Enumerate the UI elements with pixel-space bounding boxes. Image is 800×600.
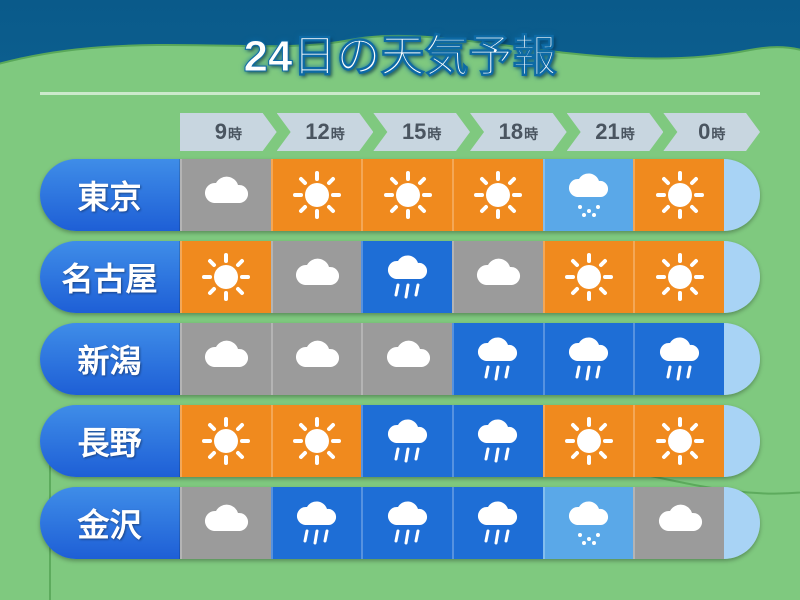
weather-cell (271, 323, 362, 395)
cloud-shower-icon (563, 497, 615, 549)
time-label: 21時 (595, 119, 634, 145)
cloud-icon (291, 333, 343, 385)
forecast-row: 長野 (40, 405, 760, 477)
weather-cell (180, 241, 271, 313)
weather-cell (361, 241, 452, 313)
sun-icon (472, 169, 524, 221)
sun-icon (654, 169, 706, 221)
weather-cell (361, 487, 452, 559)
city-label: 名古屋 (40, 241, 180, 313)
weather-cell (180, 159, 271, 231)
cloud-icon (200, 497, 252, 549)
weather-cell (361, 323, 452, 395)
weather-cell (271, 487, 362, 559)
cloud-rain-icon (291, 497, 343, 549)
page-title: 24日の天気予報 (40, 20, 760, 95)
weather-cell (271, 405, 362, 477)
row-end-cap (724, 323, 760, 395)
row-end-cap (724, 405, 760, 477)
forecast-panel: 24日の天気予報 9時 12時 15時 18時 21時 0時 東京名古屋新潟長野… (0, 0, 800, 600)
cloud-icon (291, 251, 343, 303)
forecast-row: 東京 (40, 159, 760, 231)
city-label: 金沢 (40, 487, 180, 559)
weather-cell (271, 159, 362, 231)
cloud-rain-icon (472, 497, 524, 549)
sun-icon (563, 415, 615, 467)
cloud-rain-icon (382, 251, 434, 303)
cloud-rain-icon (472, 415, 524, 467)
weather-cell (452, 159, 543, 231)
time-header-cell: 0時 (663, 113, 760, 151)
cloud-rain-icon (654, 333, 706, 385)
time-label: 9時 (215, 119, 242, 145)
weather-cell (452, 405, 543, 477)
sun-icon (200, 415, 252, 467)
sun-icon (654, 415, 706, 467)
weather-cell (452, 323, 543, 395)
weather-cell (633, 241, 724, 313)
cloud-rain-icon (563, 333, 615, 385)
cloud-shower-icon (563, 169, 615, 221)
weather-cell (543, 405, 634, 477)
weather-cell (543, 487, 634, 559)
row-end-cap (724, 159, 760, 231)
weather-cell (361, 405, 452, 477)
weather-cell (180, 405, 271, 477)
sun-icon (382, 169, 434, 221)
time-label: 15時 (402, 119, 441, 145)
weather-cell (633, 405, 724, 477)
time-header-cell: 18時 (470, 113, 567, 151)
weather-cell (180, 487, 271, 559)
weather-cell (633, 159, 724, 231)
time-header-cell: 12時 (277, 113, 374, 151)
weather-cell (452, 487, 543, 559)
time-label: 12時 (305, 119, 344, 145)
sun-icon (291, 415, 343, 467)
city-label: 長野 (40, 405, 180, 477)
weather-cell (633, 487, 724, 559)
cloud-icon (382, 333, 434, 385)
time-label: 0時 (698, 119, 725, 145)
row-end-cap (724, 487, 760, 559)
sun-icon (291, 169, 343, 221)
weather-cell (633, 323, 724, 395)
cloud-rain-icon (382, 415, 434, 467)
sun-icon (200, 251, 252, 303)
weather-cell (361, 159, 452, 231)
time-header-cell: 15時 (373, 113, 470, 151)
row-end-cap (724, 241, 760, 313)
time-label: 18時 (499, 119, 538, 145)
forecast-row: 新潟 (40, 323, 760, 395)
forecast-row: 金沢 (40, 487, 760, 559)
forecast-rows: 東京名古屋新潟長野金沢 (40, 159, 760, 570)
cloud-rain-icon (382, 497, 434, 549)
cloud-icon (654, 497, 706, 549)
city-label: 新潟 (40, 323, 180, 395)
time-header-cell: 21時 (567, 113, 664, 151)
forecast-row: 名古屋 (40, 241, 760, 313)
weather-cell (452, 241, 543, 313)
city-label: 東京 (40, 159, 180, 231)
weather-cell (180, 323, 271, 395)
time-header: 9時 12時 15時 18時 21時 0時 (40, 113, 760, 151)
cloud-icon (200, 333, 252, 385)
time-header-cell: 9時 (180, 113, 277, 151)
cloud-icon (200, 169, 252, 221)
weather-cell (543, 323, 634, 395)
weather-cell (271, 241, 362, 313)
weather-cell (543, 241, 634, 313)
weather-cell (543, 159, 634, 231)
cloud-rain-icon (472, 333, 524, 385)
sun-icon (563, 251, 615, 303)
cloud-icon (472, 251, 524, 303)
sun-icon (654, 251, 706, 303)
